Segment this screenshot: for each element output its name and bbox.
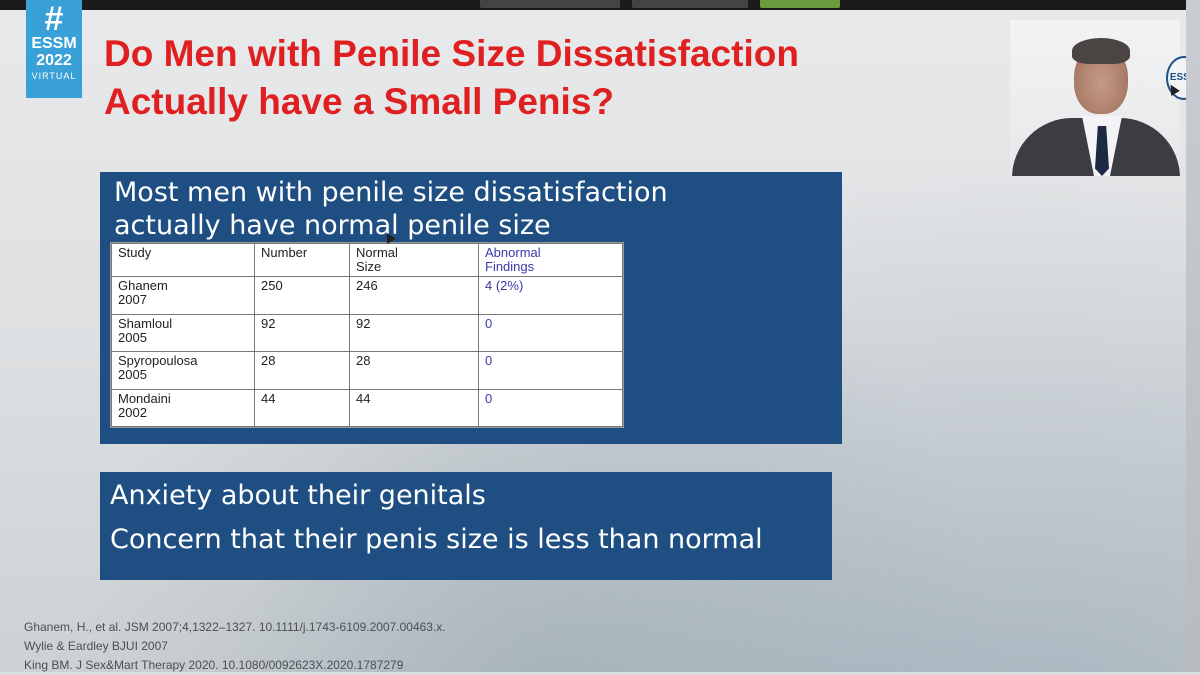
anxiety-line-1: Anxiety about their genitals <box>110 480 486 511</box>
cell-number: 28 <box>254 351 350 390</box>
slide-title: Do Men with Penile Size Dissatisfaction … <box>104 30 984 126</box>
cell-text: 4 (2%) <box>485 278 524 293</box>
presenter-webcam <box>1010 20 1180 176</box>
table-row: Shamloul 2005 92 92 0 <box>111 313 623 352</box>
window-top-bar <box>0 0 1200 10</box>
slide-title-line-1: Do Men with Penile Size Dissatisfaction <box>104 33 799 74</box>
references: Ghanem, H., et al. JSM 2007;4,1322–1327.… <box>24 618 724 675</box>
anxiety-line-2: Concern that their penis size is less th… <box>110 524 763 555</box>
screen-edge <box>1186 0 1200 672</box>
cell-study: Shamloul 2005 <box>111 313 255 352</box>
table-row: Mondaini 2002 44 44 0 <box>111 388 623 427</box>
logo-year: 2022 <box>36 52 72 69</box>
table-header-row: Study Number Normal Size Abnormal Findings <box>111 243 623 277</box>
findings-heading: Most men with penile size dissatisfactio… <box>114 176 834 242</box>
cell-text: 92 <box>356 315 371 331</box>
participant-thumbnail[interactable] <box>632 0 748 8</box>
cell-text: Spyropoulosa 2005 <box>118 353 198 382</box>
cell-number: 250 <box>254 276 350 315</box>
cell-text: 0 <box>485 353 493 368</box>
reference-item: Ghanem, H., et al. JSM 2007;4,1322–1327.… <box>24 620 446 634</box>
header-label: Normal Size <box>356 245 398 274</box>
cell-text: 0 <box>485 315 493 331</box>
table-row: Ghanem 2007 250 246 4 (2%) <box>111 276 623 315</box>
participant-thumbnail[interactable] <box>760 0 840 8</box>
cell-abnormal: 0 <box>478 388 623 427</box>
column-header-number: Number <box>254 243 350 277</box>
cell-text: Shamloul 2005 <box>118 315 173 345</box>
essm-logo: # ESSM 2022 VIRTUAL <box>26 0 82 98</box>
header-label: Abnormal Findings <box>485 245 541 274</box>
cell-abnormal: 0 <box>478 351 623 390</box>
cell-normal-size: 92 <box>349 313 479 352</box>
cell-abnormal: 4 (2%) <box>478 276 623 315</box>
reference-item: Wylie & Eardley BJUI 2007 <box>24 639 168 653</box>
findings-heading-line-1: Most men with penile size dissatisfactio… <box>114 177 668 208</box>
cell-text: 250 <box>261 278 283 293</box>
cell-study: Spyropoulosa 2005 <box>111 351 255 390</box>
cell-text: 28 <box>261 353 276 368</box>
reference-item: King BM. J Sex&Mart Therapy 2020. 10.108… <box>24 658 404 672</box>
cell-abnormal: 0 <box>478 313 623 352</box>
cell-text: 92 <box>261 315 276 331</box>
anxiety-box: Anxiety about their genitals Concern tha… <box>100 472 832 580</box>
cell-text: Mondaini 2002 <box>118 390 171 420</box>
column-header-abnormal-findings: Abnormal Findings <box>478 243 623 277</box>
cell-text: 246 <box>356 278 378 293</box>
cell-normal-size: 44 <box>349 388 479 427</box>
column-header-study: Study <box>111 243 255 277</box>
participant-thumbnail[interactable] <box>480 0 620 8</box>
cell-study: Ghanem 2007 <box>111 276 255 315</box>
logo-text: ESSM <box>31 35 77 52</box>
cell-text: 44 <box>356 390 371 406</box>
cell-text: Ghanem 2007 <box>118 278 168 307</box>
column-header-normal-size: Normal Size <box>349 243 479 277</box>
slide-title-line-2: Actually have a Small Penis? <box>104 81 614 122</box>
cell-text: 44 <box>261 390 276 406</box>
findings-heading-line-2: actually have normal penile size <box>114 210 551 241</box>
header-label: Number <box>261 245 308 260</box>
presenter-hair <box>1072 38 1130 64</box>
cell-number: 92 <box>254 313 350 352</box>
findings-box: Most men with penile size dissatisfactio… <box>100 172 842 444</box>
header-label: Study <box>118 245 152 260</box>
cell-study: Mondaini 2002 <box>111 388 255 427</box>
cell-text: 28 <box>356 353 371 368</box>
cell-normal-size: 246 <box>349 276 479 315</box>
cell-text: 0 <box>485 390 493 406</box>
studies-table: Study Number Normal Size Abnormal Findings… <box>110 242 624 428</box>
presenter-tie <box>1095 126 1109 176</box>
logo-hash: # <box>44 0 64 38</box>
table-row: Spyropoulosa 2005 28 28 0 <box>111 351 623 390</box>
logo-virtual: VIRTUAL <box>31 71 77 81</box>
cell-normal-size: 28 <box>349 351 479 390</box>
cell-number: 44 <box>254 388 350 427</box>
